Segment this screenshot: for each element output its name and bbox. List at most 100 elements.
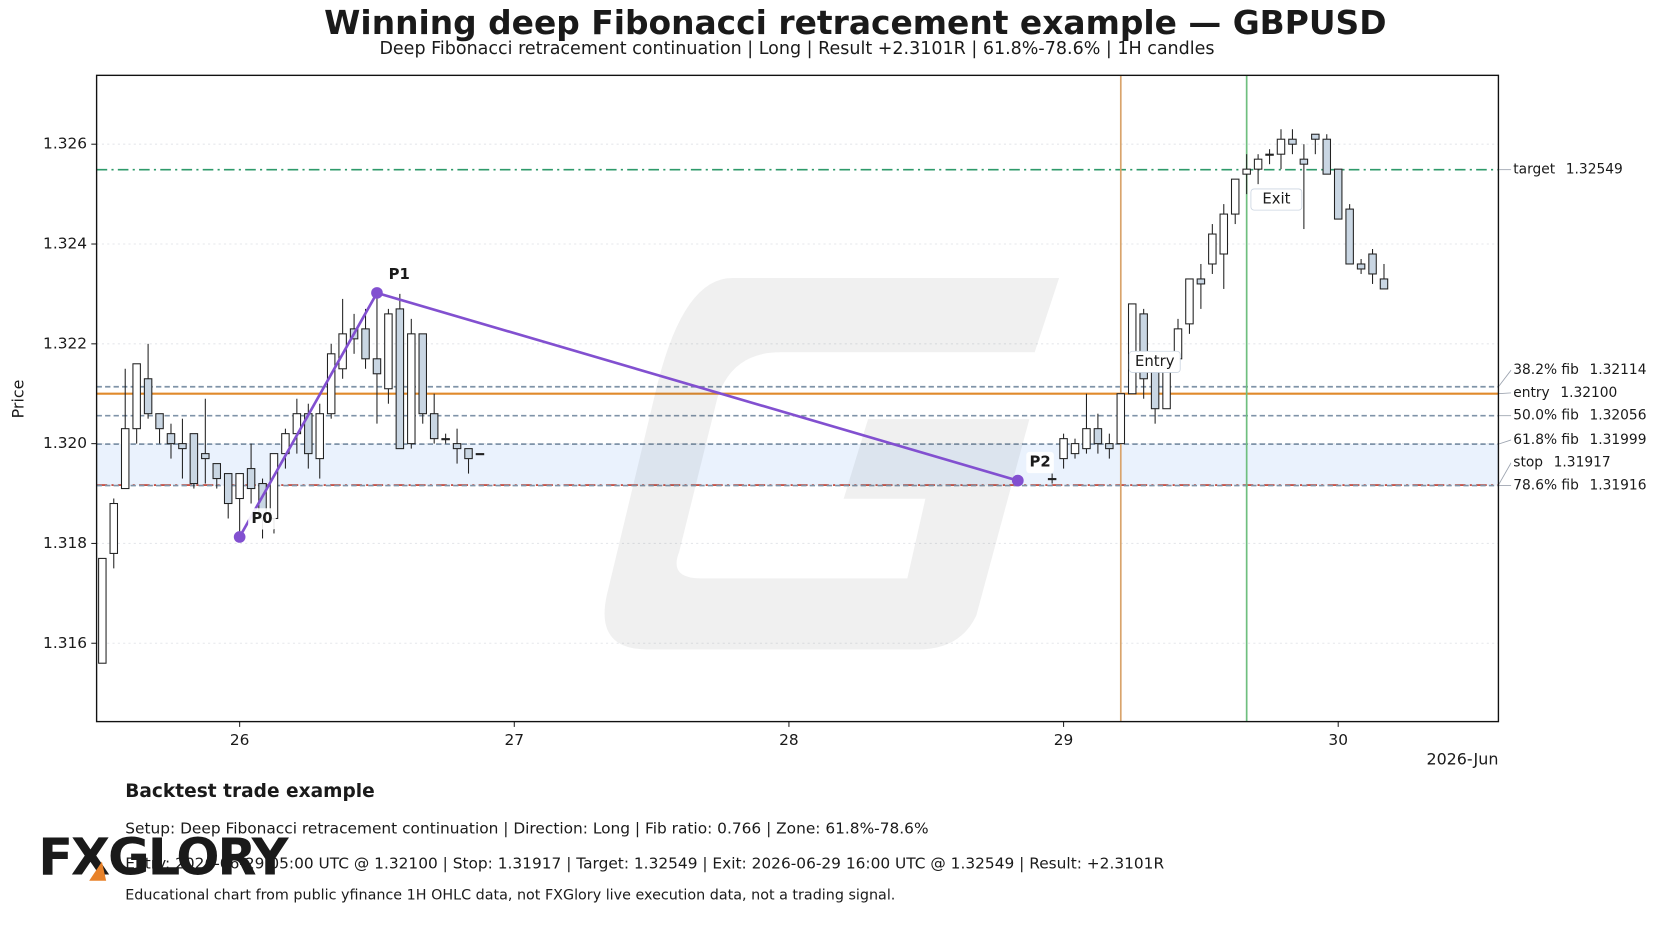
candle-body (1299, 158, 1309, 165)
candle-body (1047, 478, 1057, 481)
candle-body (361, 328, 370, 360)
x-tick-label: 26 (230, 731, 250, 749)
level-name: 38.2% fib (1513, 362, 1579, 378)
candle-body (201, 453, 210, 460)
level-label: target 1.32549 (1513, 162, 1623, 178)
level-label: 50.0% fib 1.32056 (1513, 408, 1646, 424)
swing-label: P1 (389, 265, 410, 283)
candle-body (1196, 278, 1206, 285)
swing-label-box (385, 264, 414, 286)
candle-body (1127, 303, 1137, 395)
candle-body (1288, 138, 1297, 145)
candle-body (452, 443, 462, 450)
candle-body (1345, 208, 1354, 265)
candle-body (407, 333, 416, 445)
level-label-box (1511, 406, 1635, 426)
candle-body (223, 473, 233, 505)
level-label: 78.6% fib 1.31916 (1513, 478, 1646, 494)
level-value: 1.31917 (1554, 455, 1611, 471)
candle-body (1082, 428, 1091, 450)
candle-body (1276, 138, 1286, 155)
candle-body (1139, 313, 1148, 380)
candle-body (1242, 168, 1251, 175)
footer-setup: Setup: Deep Fibonacci retracement contin… (125, 819, 928, 837)
candle-body (1093, 428, 1103, 445)
level-value: 1.32114 (1589, 362, 1646, 378)
candle-body (98, 557, 107, 664)
candle-body (109, 502, 119, 554)
swing-label: P2 (1029, 453, 1050, 471)
y-tick-label: 1.324 (43, 235, 87, 253)
y-tick-label: 1.326 (43, 135, 87, 153)
event-label: Exit (1262, 190, 1290, 208)
level-label-box (1511, 160, 1635, 180)
candle-body (1070, 443, 1080, 455)
candle-body (143, 378, 153, 415)
level-label-box (1511, 430, 1635, 450)
level-label: entry 1.32100 (1513, 385, 1617, 401)
candle-body (235, 473, 244, 500)
candle-body (475, 453, 485, 456)
swing-point (1011, 474, 1024, 487)
level-name: 61.8% fib (1513, 432, 1579, 448)
level-connector (1498, 392, 1512, 395)
candle-body (1105, 443, 1114, 450)
event-label-box (1128, 350, 1181, 373)
candle-body (418, 333, 427, 415)
candle-body (212, 463, 222, 480)
candle-body (1253, 158, 1263, 170)
event-label-box (1250, 188, 1303, 211)
chart-subtitle: Deep Fibonacci retracement continuation … (379, 39, 1214, 59)
candle-body (464, 448, 473, 460)
candle-body (372, 358, 382, 375)
candle-body (1311, 133, 1320, 140)
plot-frame (95, 74, 1500, 723)
x-tick-label: 30 (1328, 731, 1348, 749)
chart-title: Winning deep Fibonacci retracement examp… (324, 3, 1386, 42)
watermark-shape (604, 278, 1060, 650)
level-name: stop (1513, 455, 1543, 471)
plot-area (96, 75, 1499, 722)
candle-body (1208, 233, 1217, 265)
candle-body (1230, 178, 1240, 215)
y-tick-label: 1.316 (43, 634, 87, 652)
footer-heading: Backtest trade example (125, 781, 374, 802)
level-label-box (1511, 476, 1635, 496)
y-axis-label: Price (9, 380, 28, 419)
logo-text: FXGLORY (38, 829, 289, 888)
x-tick-label: 29 (1054, 731, 1074, 749)
footer-note: Educational chart from public yfinance 1… (125, 888, 895, 904)
footer-trade: Entry: 2026-06-29 05:00 UTC @ 1.32100 | … (125, 854, 1164, 872)
level-connector (1498, 369, 1512, 388)
candle-body (132, 363, 141, 430)
candle-body (1368, 253, 1377, 275)
candle-body (1356, 263, 1366, 270)
level-value: 1.31916 (1589, 478, 1646, 494)
candle-body (166, 433, 176, 445)
candle-body (246, 468, 256, 490)
candle-body (326, 353, 336, 415)
candle-body (1185, 278, 1194, 325)
watermark (604, 278, 1060, 650)
level-name: entry (1513, 385, 1549, 401)
logo-accent (89, 861, 107, 881)
level-name: 50.0% fib (1513, 408, 1579, 424)
swing-point (371, 287, 383, 299)
x-tick-label: 28 (779, 731, 799, 749)
candle-body (1322, 138, 1332, 175)
event-label: Entry (1135, 352, 1175, 370)
level-value: 1.32100 (1560, 385, 1617, 401)
candle-body (120, 428, 130, 490)
fib-zone (96, 444, 1499, 486)
level-value: 1.32056 (1589, 408, 1646, 424)
level-label: 61.8% fib 1.31999 (1513, 432, 1646, 448)
swing-label-box (248, 508, 276, 530)
level-name: target (1513, 162, 1555, 178)
candle-body (189, 433, 199, 485)
level-connector (1498, 462, 1512, 486)
candle-body (1265, 153, 1274, 156)
level-label: stop 1.31917 (1513, 455, 1610, 471)
y-tick-label: 1.318 (43, 534, 87, 552)
candle-body (429, 413, 439, 440)
